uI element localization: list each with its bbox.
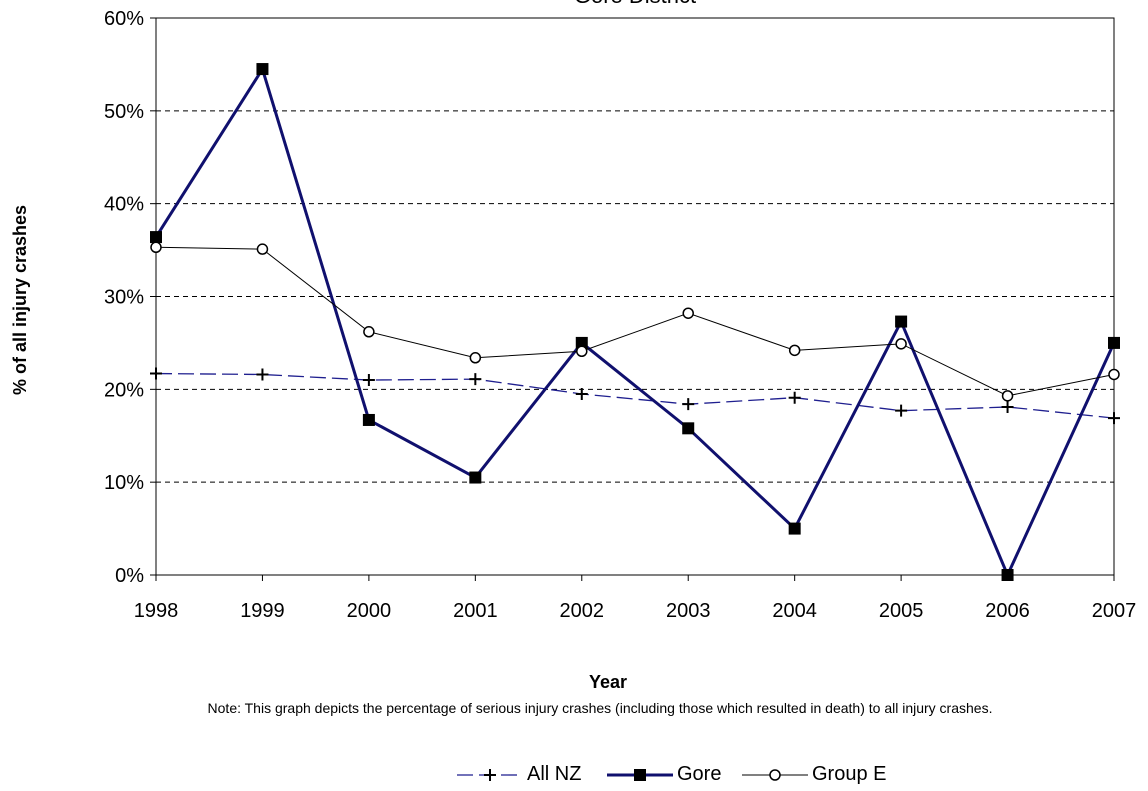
data-point-gore: [150, 231, 162, 244]
y-tick-label: 10%: [104, 472, 144, 494]
chart-title: Gore District: [574, 0, 696, 8]
x-axis-title: Year: [589, 672, 627, 692]
data-point-gore: [1001, 569, 1014, 581]
y-axis-title: % of all injury crashes: [10, 205, 30, 395]
series-layer: [150, 63, 1120, 581]
data-point-gore: [256, 63, 269, 76]
y-tick-label: 0%: [115, 565, 144, 587]
data-point-all-nz: [1108, 412, 1120, 425]
x-tick-label: 1999: [240, 600, 285, 622]
data-point-gore: [682, 422, 695, 435]
legend-label-gore: Gore: [677, 763, 722, 785]
data-point-group-e: [576, 345, 588, 358]
data-point-gore: [1108, 336, 1120, 349]
series-all-nz: [150, 367, 1120, 425]
y-tick-label: 40%: [104, 194, 144, 216]
data-point-group-e: [1108, 368, 1120, 381]
data-point-all-nz: [469, 373, 482, 386]
x-tick-label: 2000: [347, 600, 392, 622]
series-gore: [150, 63, 1120, 581]
data-point-gore: [895, 315, 908, 328]
x-tick-label: 2003: [666, 600, 711, 622]
data-point-all-nz: [682, 398, 695, 411]
data-point-group-e: [469, 352, 482, 364]
series-line-all-nz: [155, 372, 1115, 419]
legend-label-all-nz: All NZ: [527, 763, 582, 785]
data-point-all-nz: [575, 387, 588, 400]
data-point-all-nz: [1001, 400, 1014, 413]
gridlines: [156, 110, 1114, 483]
data-point-all-nz: [788, 391, 801, 404]
series-line-gore: [154, 65, 1116, 579]
legend-swatch-gore: [607, 769, 673, 781]
series-group-e: [150, 241, 1120, 402]
data-point-gore: [469, 471, 482, 484]
x-tick-label: 2004: [772, 600, 817, 622]
data-point-all-nz: [150, 367, 162, 380]
chart-note: Note: This graph depicts the percentage …: [207, 700, 993, 716]
data-point-all-nz: [362, 374, 375, 387]
legend-swatch-group-e: [742, 769, 808, 781]
x-tick-label: 2005: [879, 600, 924, 622]
y-tick-label: 50%: [104, 101, 144, 123]
x-axis: 1998 1999 2000 2001 2002 2003 2004 2005 2006 2007: [134, 575, 1137, 622]
data-point-all-nz: [895, 404, 908, 417]
x-tick-label: 2006: [985, 600, 1030, 622]
data-point-gore: [575, 336, 588, 349]
data-point-group-e: [150, 241, 162, 254]
y-tick-label: 20%: [104, 379, 144, 401]
y-tick-label: 30%: [104, 287, 144, 309]
data-point-all-nz: [256, 368, 269, 381]
y-axis: 0% 10% 20% 30% 40% 50% 60%: [104, 8, 156, 587]
data-point-group-e: [788, 344, 801, 357]
x-tick-label: 2001: [453, 600, 498, 622]
legend-label-group-e: Group E: [812, 763, 887, 785]
series-line-group-e: [155, 246, 1115, 397]
legend-swatch-all-nz: [457, 769, 523, 781]
x-tick-label: 1998: [134, 600, 179, 622]
x-tick-label: 2007: [1092, 600, 1137, 622]
data-point-group-e: [256, 243, 269, 255]
data-point-group-e: [1001, 390, 1014, 402]
data-point-group-e: [682, 307, 694, 319]
data-point-group-e: [363, 326, 375, 338]
data-point-gore: [788, 522, 801, 535]
x-tick-label: 2002: [560, 600, 605, 622]
y-tick-label: 60%: [104, 8, 144, 30]
data-point-group-e: [895, 338, 907, 350]
data-point-gore: [362, 413, 375, 426]
